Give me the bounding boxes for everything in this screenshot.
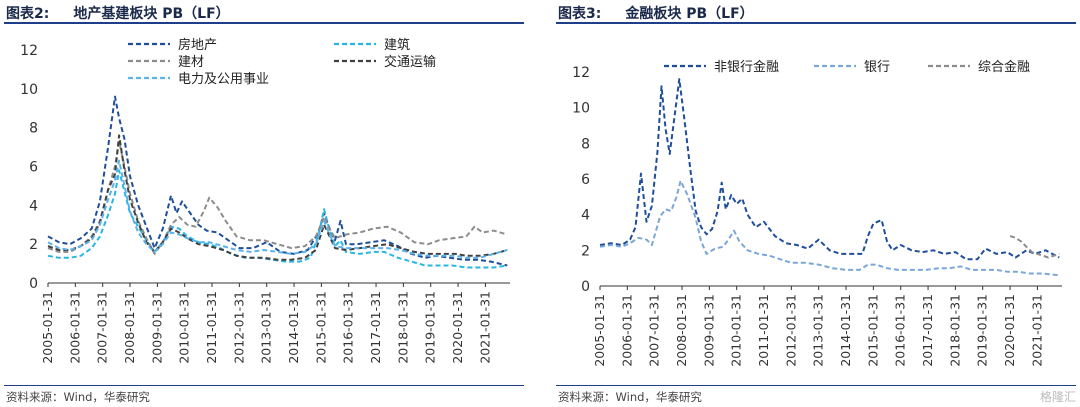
x-tick-label: 2005-01-31 xyxy=(592,294,607,367)
series-line xyxy=(47,134,508,261)
y-tick-label: 0 xyxy=(581,279,590,295)
x-tick-label: 2006-01-31 xyxy=(67,291,82,364)
chart-panel-real-estate-infrastructure: 图表2: 地产基建板块 PB（LF） 0 2 4 6 8 10 12 2005-01-31 200… xyxy=(4,0,524,407)
series-line xyxy=(1009,235,1060,259)
x-tick-label: 2017-01-31 xyxy=(368,291,383,364)
x-tick-label: 2016-01-31 xyxy=(341,291,356,364)
x-tick-label: 2014-01-31 xyxy=(838,294,853,367)
legend-label: 建材 xyxy=(178,55,204,70)
chart-panel-financials: 图表3: 金融板块 PB（LF） 0 2 4 6 8 10 12 2005-01-31 2006-… xyxy=(556,0,1076,407)
x-tick-label: 2017-01-31 xyxy=(920,294,935,367)
y-tick-label: 6 xyxy=(581,172,590,188)
x-tick-label: 2010-01-31 xyxy=(729,294,744,367)
x-tick-label: 2005-01-31 xyxy=(40,291,55,364)
x-tick-label: 2012-01-31 xyxy=(231,291,246,364)
legend-label: 综合金融 xyxy=(978,59,1030,75)
x-tick-label: 2008-01-31 xyxy=(674,294,689,367)
figure-caption: 地产基建板块 PB（LF） xyxy=(73,6,230,22)
x-tick-label: 2021-01-31 xyxy=(1029,294,1044,367)
y-tick-label: 8 xyxy=(581,136,590,152)
series-line xyxy=(47,95,508,267)
pb-line-chart-real-estate: 0 2 4 6 8 10 12 2005-01-31 2006-01-31 2007-01-31 2… xyxy=(20,37,510,364)
x-tick-label: 2020-01-31 xyxy=(450,291,465,364)
series-line xyxy=(599,179,1060,277)
x-tick-label: 2013-01-31 xyxy=(259,291,274,364)
x-tick-label: 2021-01-31 xyxy=(477,291,492,364)
x-tick-label: 2016-01-31 xyxy=(893,294,908,367)
series-line xyxy=(47,159,508,259)
x-tick-label: 2009-01-31 xyxy=(149,291,164,364)
x-tick-label: 2019-01-31 xyxy=(975,294,990,367)
x-tick-label: 2006-01-31 xyxy=(619,294,634,367)
legend-label: 房地产 xyxy=(178,37,217,53)
figure-caption: 金融板块 PB（LF） xyxy=(625,6,754,22)
source-note: 资料来源：Wind，华泰研究 xyxy=(6,390,150,404)
legend-label: 建筑 xyxy=(384,37,410,53)
figure-number: 图表2: xyxy=(6,6,50,22)
y-tick-label: 4 xyxy=(29,198,38,214)
title-rule xyxy=(4,22,524,24)
x-tick-label: 2012-01-31 xyxy=(783,294,798,367)
legend-label: 交通运输 xyxy=(384,54,436,70)
y-tick-label: 8 xyxy=(29,121,38,137)
x-tick-label: 2018-01-31 xyxy=(947,294,962,367)
x-tick-label: 2013-01-31 xyxy=(811,294,826,367)
y-tick-label: 10 xyxy=(572,101,590,117)
x-tick-label: 2008-01-31 xyxy=(122,291,137,364)
legend-label: 银行 xyxy=(864,60,890,75)
figure-number: 图表3: xyxy=(558,6,602,22)
x-tick-label: 2011-01-31 xyxy=(204,291,219,364)
x-tick-label: 2007-01-31 xyxy=(95,291,110,364)
y-tick-label: 0 xyxy=(29,276,38,292)
x-tick-label: 2019-01-31 xyxy=(423,291,438,364)
bottom-rule xyxy=(556,385,1076,386)
y-tick-label: 2 xyxy=(29,237,38,253)
x-tick-label: 2011-01-31 xyxy=(756,294,771,367)
y-tick-label: 2 xyxy=(581,243,590,259)
x-tick-label: 2020-01-31 xyxy=(1002,294,1017,367)
source-note: 资料来源：Wind，华泰研究 xyxy=(558,390,702,404)
y-tick-label: 10 xyxy=(20,82,38,98)
x-tick-label: 2014-01-31 xyxy=(286,291,301,364)
x-tick-label: 2018-01-31 xyxy=(395,291,410,364)
y-tick-label: 12 xyxy=(572,65,590,81)
watermark-text: 格隆汇 xyxy=(1039,390,1076,404)
x-tick-label: 2009-01-31 xyxy=(701,294,716,367)
x-tick-label: 2010-01-31 xyxy=(177,291,192,364)
x-tick-label: 2015-01-31 xyxy=(865,294,880,367)
legend-label: 电力及公用事业 xyxy=(178,72,269,87)
series-line xyxy=(599,78,1060,261)
bottom-rule xyxy=(4,385,524,386)
pb-line-chart-financials: 0 2 4 6 8 10 12 2005-01-31 2006-01-31 2007-01-31 2… xyxy=(572,59,1062,367)
x-tick-label: 2007-01-31 xyxy=(647,294,662,367)
figure-title: 图表2: 地产基建板块 PB（LF） xyxy=(6,3,230,23)
figure-title: 图表3: 金融板块 PB（LF） xyxy=(558,3,754,23)
y-tick-label: 12 xyxy=(20,43,38,59)
title-rule xyxy=(556,22,1076,24)
legend-label: 非银行金融 xyxy=(714,59,779,75)
x-tick-label: 2015-01-31 xyxy=(313,291,328,364)
y-tick-label: 6 xyxy=(29,160,38,176)
y-tick-label: 4 xyxy=(581,208,590,224)
